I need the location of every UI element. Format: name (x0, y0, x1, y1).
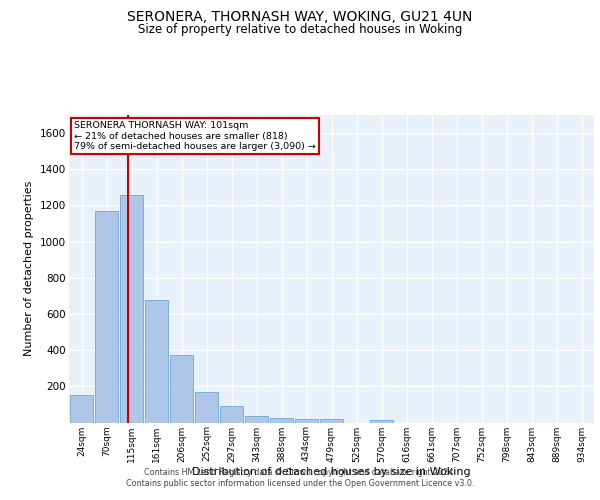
Text: SERONERA, THORNASH WAY, WOKING, GU21 4UN: SERONERA, THORNASH WAY, WOKING, GU21 4UN (127, 10, 473, 24)
Bar (370, 420, 393, 422)
Text: SERONERA THORNASH WAY: 101sqm
← 21% of detached houses are smaller (818)
79% of : SERONERA THORNASH WAY: 101sqm ← 21% of d… (74, 121, 316, 151)
Bar (220, 406, 243, 422)
Bar (320, 419, 343, 422)
Bar (120, 194, 143, 422)
Bar (295, 419, 318, 422)
Bar (170, 354, 193, 422)
Bar (145, 300, 168, 422)
Text: Size of property relative to detached houses in Woking: Size of property relative to detached ho… (138, 24, 462, 36)
Bar (70, 396, 93, 422)
Bar (245, 416, 268, 422)
Bar (195, 392, 218, 422)
X-axis label: Distribution of detached houses by size in Woking: Distribution of detached houses by size … (192, 467, 471, 477)
Bar (270, 418, 293, 422)
Y-axis label: Number of detached properties: Number of detached properties (25, 181, 34, 356)
Text: Contains HM Land Registry data © Crown copyright and database right 2024.
Contai: Contains HM Land Registry data © Crown c… (126, 468, 474, 487)
Bar (95, 211, 118, 422)
